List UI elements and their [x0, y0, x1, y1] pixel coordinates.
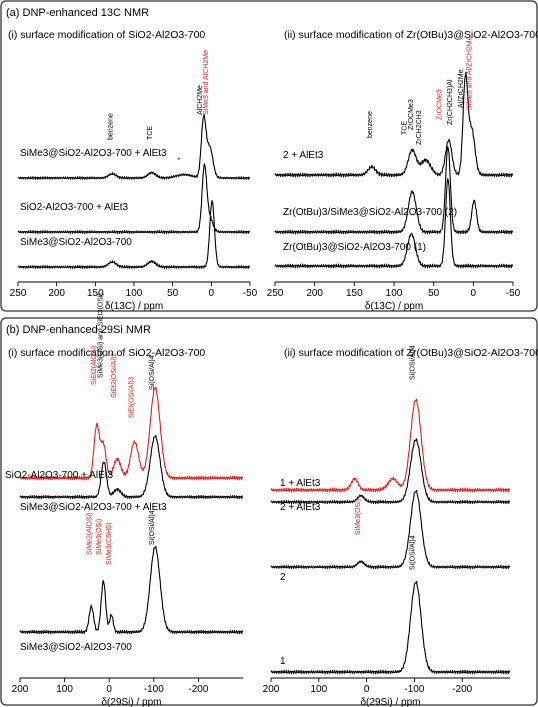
x-tick-label: 200 — [263, 684, 280, 695]
series-label: SiMe3@SiO2-Al2O3-700 — [20, 642, 132, 653]
panel-b-frame — [0, 317, 538, 706]
series-label: 2 + AlEt3 — [280, 502, 321, 513]
peak-annotation: SiMe3(OSi) and SiEt3(OSi) — [98, 293, 105, 378]
series-label: SiMe3@SiO2-Al2O3-700 + AlEt3 — [20, 148, 167, 159]
x-tick-label: 200 — [12, 684, 29, 695]
peak-annotation: ZrCH2CH3 — [416, 110, 423, 145]
peak-annotation: * — [178, 157, 185, 160]
x-tick-label: -100 — [404, 684, 424, 695]
peak-annotation: ZrOCMe3 — [437, 89, 444, 120]
x-tick-label: 250 — [267, 288, 284, 299]
peak-annotation: SiEt2(AlOSi) — [91, 346, 98, 385]
x-tick-label: -100 — [144, 684, 164, 695]
series-label: 1 + AlEt3 — [280, 478, 321, 489]
spectrum-trace-1-1 — [274, 146, 514, 235]
peak-annotation: benzene — [367, 111, 374, 138]
x-tick-label: 100 — [386, 288, 403, 299]
series-label: 2 + AlEt3 — [283, 150, 324, 161]
peak-annotation: SiEt2(OSi/Al)2 — [111, 353, 118, 398]
peak-annotation: SiMe3 and AlCH2Me — [203, 50, 210, 115]
x-tick-label: 150 — [346, 288, 363, 299]
x-tick-label: 200 — [48, 288, 65, 299]
x-axis-label: δ(29Si) / ppm — [101, 697, 161, 707]
peak-annotation: SiMe3(C6H5) — [106, 523, 113, 565]
peak-annotation: benzene — [107, 113, 114, 140]
peak-annotation: SiMe3(OSi) — [355, 499, 362, 535]
spectrum-trace-2-1 — [19, 434, 244, 500]
peak-annotation: AlCH2Me — [197, 85, 204, 115]
x-tick-label: -200 — [188, 684, 208, 695]
peak-annotation: SiMe3 and Al/ZrCH2Me — [467, 36, 474, 110]
series-label: Zr(OtBu)3@SiO2-Al2O3-700 (1) — [283, 242, 426, 253]
x-tick-label: 250 — [10, 288, 27, 299]
peak-annotation: Si(OSi/Al)4 — [149, 355, 156, 390]
x-tick-label: -200 — [452, 684, 472, 695]
spectrum-trace-0-0 — [17, 114, 251, 180]
peak-annotation: Zr(CH2CH3)Al — [447, 79, 454, 125]
x-tick-label: 0 — [364, 684, 370, 695]
panel-b-title: (b) DNP-enhanced 29Si NMR — [6, 324, 151, 336]
x-tick-label: 100 — [126, 288, 143, 299]
x-tick-label: -50 — [506, 288, 521, 299]
peak-annotation: TCE — [402, 121, 409, 135]
panel-a-ii-title: (ii) surface modification of Zr(OtBu)3@S… — [284, 29, 538, 41]
x-tick-label: 150 — [87, 288, 104, 299]
series-label: SiMe3@SiO2-Al2O3-700 + AlEt3 — [20, 502, 167, 513]
spectrum-trace-3-2 — [270, 489, 511, 570]
spectrum-trace-2-2 — [19, 545, 244, 635]
x-tick-label: 0 — [106, 684, 112, 695]
series-label: Zr(OtBu)3/SiMe3@SiO2-Al2O3-700 (2) — [283, 207, 457, 218]
panel-a-i-title: (i) surface modification of SiO2-Al2O3-7… — [8, 29, 205, 41]
series-label: SiO2-Al2O3-700 + AlEt3 — [20, 202, 129, 213]
spectrum-trace-0-2 — [17, 200, 251, 269]
x-tick-label: 100 — [310, 684, 327, 695]
peak-annotation: TCE — [147, 126, 154, 140]
plots-layer: SiMe3@SiO2-Al2O3-700 + AlEt3 SiO2-Al2O3-7… — [5, 36, 521, 707]
x-tick-label: 0 — [471, 288, 477, 299]
peak-annotation: SiMe3(OSi) — [96, 519, 103, 555]
x-axis-label: δ(29Si) / ppm — [360, 697, 420, 707]
peak-annotation: Si(OSi/Al)4 — [409, 535, 416, 570]
spectrum-trace-1-0 — [274, 71, 514, 178]
panel-a-title: (a) DNP-enhanced 13C NMR — [6, 7, 149, 19]
spectrum-trace-1-2 — [274, 178, 514, 269]
x-tick-label: 50 — [167, 288, 179, 299]
panel-b-i-title: (i) surface modification of SiO2-Al2O3-7… — [8, 347, 205, 359]
x-tick-label: -50 — [243, 288, 258, 299]
spectrum-trace-2-0 — [19, 386, 244, 481]
x-tick-label: 200 — [306, 288, 323, 299]
spectrum-trace-3-1 — [270, 438, 511, 505]
series-label: SiO2-Al2O3-700 + AlEt3 — [5, 470, 114, 481]
peak-annotation: Si(OSi/Al)4 — [149, 510, 156, 545]
panel-b-ii-title: (ii) surface modification of Zr(OtBu)3@S… — [284, 347, 538, 359]
peak-annotation: Al/ZrCH2Me — [458, 69, 465, 108]
peak-annotation: SiEt(OSi/Al)3 — [129, 377, 136, 418]
series-label: 1 — [280, 656, 286, 667]
spectrum-trace-0-1 — [17, 163, 251, 234]
x-tick-label: 0 — [209, 288, 215, 299]
peak-annotation: ZrOCMe3 — [408, 99, 415, 130]
spectrum-trace-3-3 — [270, 580, 511, 675]
series-label: SiMe3@SiO2-Al2O3-700 — [20, 237, 132, 248]
peak-annotation: Si(OSi/Al)4 — [409, 345, 416, 380]
x-tick-label: 100 — [56, 684, 73, 695]
x-axis-label: δ(13C) / ppm — [365, 301, 423, 312]
panel-a-frame — [0, 0, 538, 312]
x-axis-label: δ(13C) / ppm — [105, 301, 163, 312]
peak-annotation: SiMe2(AlOSi) — [86, 513, 93, 555]
spectrum-trace-3-0 — [270, 398, 511, 493]
series-label: 2 — [280, 572, 286, 583]
x-tick-label: 50 — [428, 288, 440, 299]
